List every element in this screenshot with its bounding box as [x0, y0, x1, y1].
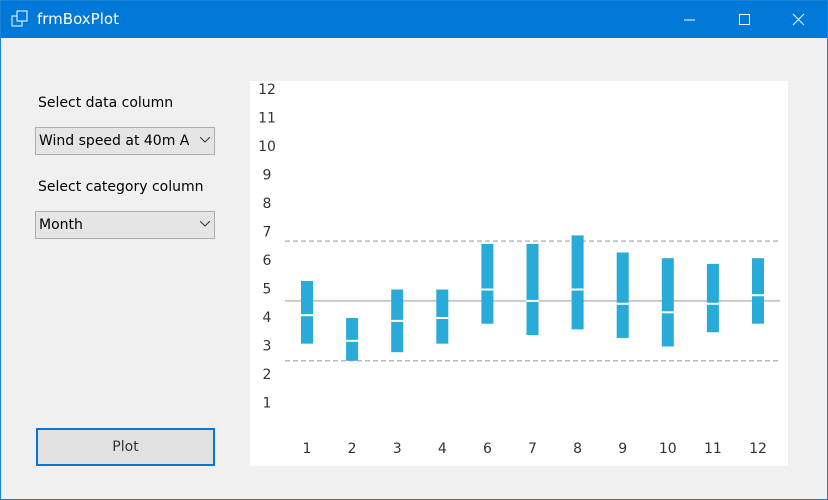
y-tick-label: 5 — [263, 282, 272, 298]
x-tick-label: 6 — [483, 441, 492, 457]
x-tick-label: 3 — [393, 441, 402, 457]
data-column-combo[interactable]: Wind speed at 40m AG — [35, 127, 215, 155]
box — [301, 280, 313, 344]
category-column-combo[interactable]: Month — [35, 211, 215, 239]
window-controls[interactable] — [667, 1, 827, 38]
combo-text: Month — [39, 217, 83, 233]
y-tick-label: 12 — [258, 82, 276, 98]
y-tick-label: 9 — [263, 168, 272, 184]
app-icon — [11, 10, 28, 27]
title-bar: frmBoxPlot — [1, 1, 827, 38]
category-column-label: Select category column — [38, 179, 204, 195]
window-title: frmBoxPlot — [37, 10, 119, 28]
data-column-label: Select data column — [38, 95, 174, 111]
box — [526, 243, 539, 336]
x-tick-label: 2 — [348, 441, 357, 457]
y-tick-label: 10 — [258, 139, 276, 155]
x-tick-label: 4 — [438, 441, 447, 457]
box — [661, 258, 674, 347]
x-tick-label: 8 — [573, 441, 582, 457]
x-tick-label: 7 — [528, 441, 537, 457]
y-tick-label: 2 — [263, 367, 272, 383]
combo-text: Wind speed at 40m AG — [39, 133, 189, 149]
x-tick-label: 10 — [659, 441, 677, 457]
x-tick-label: 12 — [749, 441, 767, 457]
box — [752, 258, 764, 324]
plot-button[interactable]: Plot — [36, 428, 215, 466]
box — [436, 289, 449, 344]
box — [481, 243, 494, 324]
box — [571, 235, 584, 330]
y-tick-label: 7 — [263, 225, 272, 241]
x-tick-label: 1 — [303, 441, 312, 457]
y-tick-label: 8 — [263, 196, 272, 212]
y-tick-label: 1 — [263, 396, 272, 412]
y-tick-label: 6 — [263, 253, 272, 269]
y-tick-label: 11 — [258, 111, 276, 127]
plot-area — [250, 81, 788, 466]
x-tick-label: 9 — [618, 441, 627, 457]
box — [616, 252, 629, 338]
x-tick-label: 11 — [704, 441, 722, 457]
box — [346, 318, 359, 361]
box — [706, 263, 719, 333]
y-tick-label: 4 — [263, 310, 272, 326]
y-tick-label: 3 — [263, 339, 272, 355]
